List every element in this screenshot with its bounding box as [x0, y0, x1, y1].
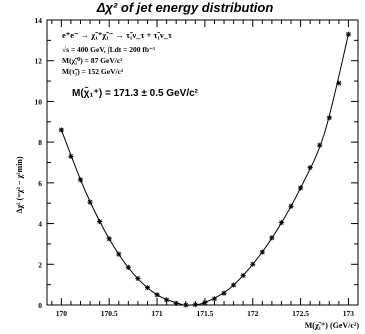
- data-point: [183, 302, 189, 308]
- y-tick-label: 4: [38, 220, 42, 229]
- data-point: [144, 285, 151, 291]
- data-point: [116, 251, 122, 257]
- data-point: [231, 282, 237, 288]
- data-point: [58, 127, 64, 133]
- annotation-mass-neutralino: M(χ̃₁⁰) = 87 GeV/c²: [62, 56, 123, 65]
- x-tick-label: 173: [343, 309, 355, 318]
- x-tick-label: 170.5: [101, 309, 118, 318]
- data-point: [211, 296, 218, 302]
- y-tick-label: 10: [35, 97, 43, 106]
- y-tick-label: 8: [38, 138, 42, 147]
- data-point: [307, 164, 313, 171]
- y-axis-label: Δχ² (=χ² − χ²min): [15, 156, 24, 213]
- data-point: [164, 297, 170, 303]
- data-point: [288, 203, 294, 209]
- data-point: [259, 249, 265, 255]
- data-point: [192, 301, 198, 308]
- data-point: [336, 80, 342, 86]
- x-axis-label: M(χ̃₁⁺) (GeV/c²): [305, 321, 360, 330]
- data-point: [269, 235, 275, 241]
- data-point: [250, 261, 256, 267]
- data-point: [77, 177, 84, 183]
- data-point: [345, 31, 352, 37]
- y-tick-label: 14: [35, 16, 43, 25]
- y-tick-label: 2: [38, 260, 42, 269]
- data-point: [154, 292, 160, 298]
- data-point: [125, 264, 131, 270]
- y-axis: 0 2 4 6 8 10 12 14: [35, 16, 358, 310]
- data-point: [87, 199, 93, 205]
- y-tick-label: 12: [35, 57, 43, 66]
- data-point: [221, 290, 227, 296]
- annotation-process: e⁺e⁻ → χ̃₁⁺χ̃₁⁻ → τ̃₁ν_τ + τ̃₁ν_τ: [62, 30, 172, 40]
- x-tick-label: 172.5: [292, 309, 309, 318]
- data-point: [202, 299, 208, 306]
- data-point: [106, 236, 112, 242]
- chart-title: Δχ² of jet energy distribution: [96, 0, 274, 15]
- data-point: [173, 300, 179, 306]
- data-points: [58, 31, 352, 308]
- data-point: [278, 219, 285, 226]
- y-tick-label: 0: [38, 301, 42, 310]
- annotation-result: M(χ̃₁⁺) = 171.3 ± 0.5 GeV/c²: [72, 86, 199, 99]
- x-tick-label: 172: [247, 309, 259, 318]
- data-point: [326, 115, 332, 121]
- data-point: [97, 218, 103, 225]
- data-point: [317, 142, 323, 148]
- annotation-energy: √s = 400 GeV, ∫Ldt = 200 fb⁻¹: [62, 45, 155, 54]
- x-tick-label: 170: [56, 309, 68, 318]
- data-point: [297, 185, 304, 191]
- x-tick-label: 171: [151, 309, 163, 318]
- annotation-mass-stau: M(τ̃₁) = 152 GeV/c²: [62, 67, 124, 76]
- data-point: [240, 272, 246, 279]
- data-point: [68, 153, 74, 159]
- y-tick-label: 6: [38, 179, 42, 188]
- x-tick-label: 171.5: [196, 309, 213, 318]
- data-point: [135, 275, 141, 282]
